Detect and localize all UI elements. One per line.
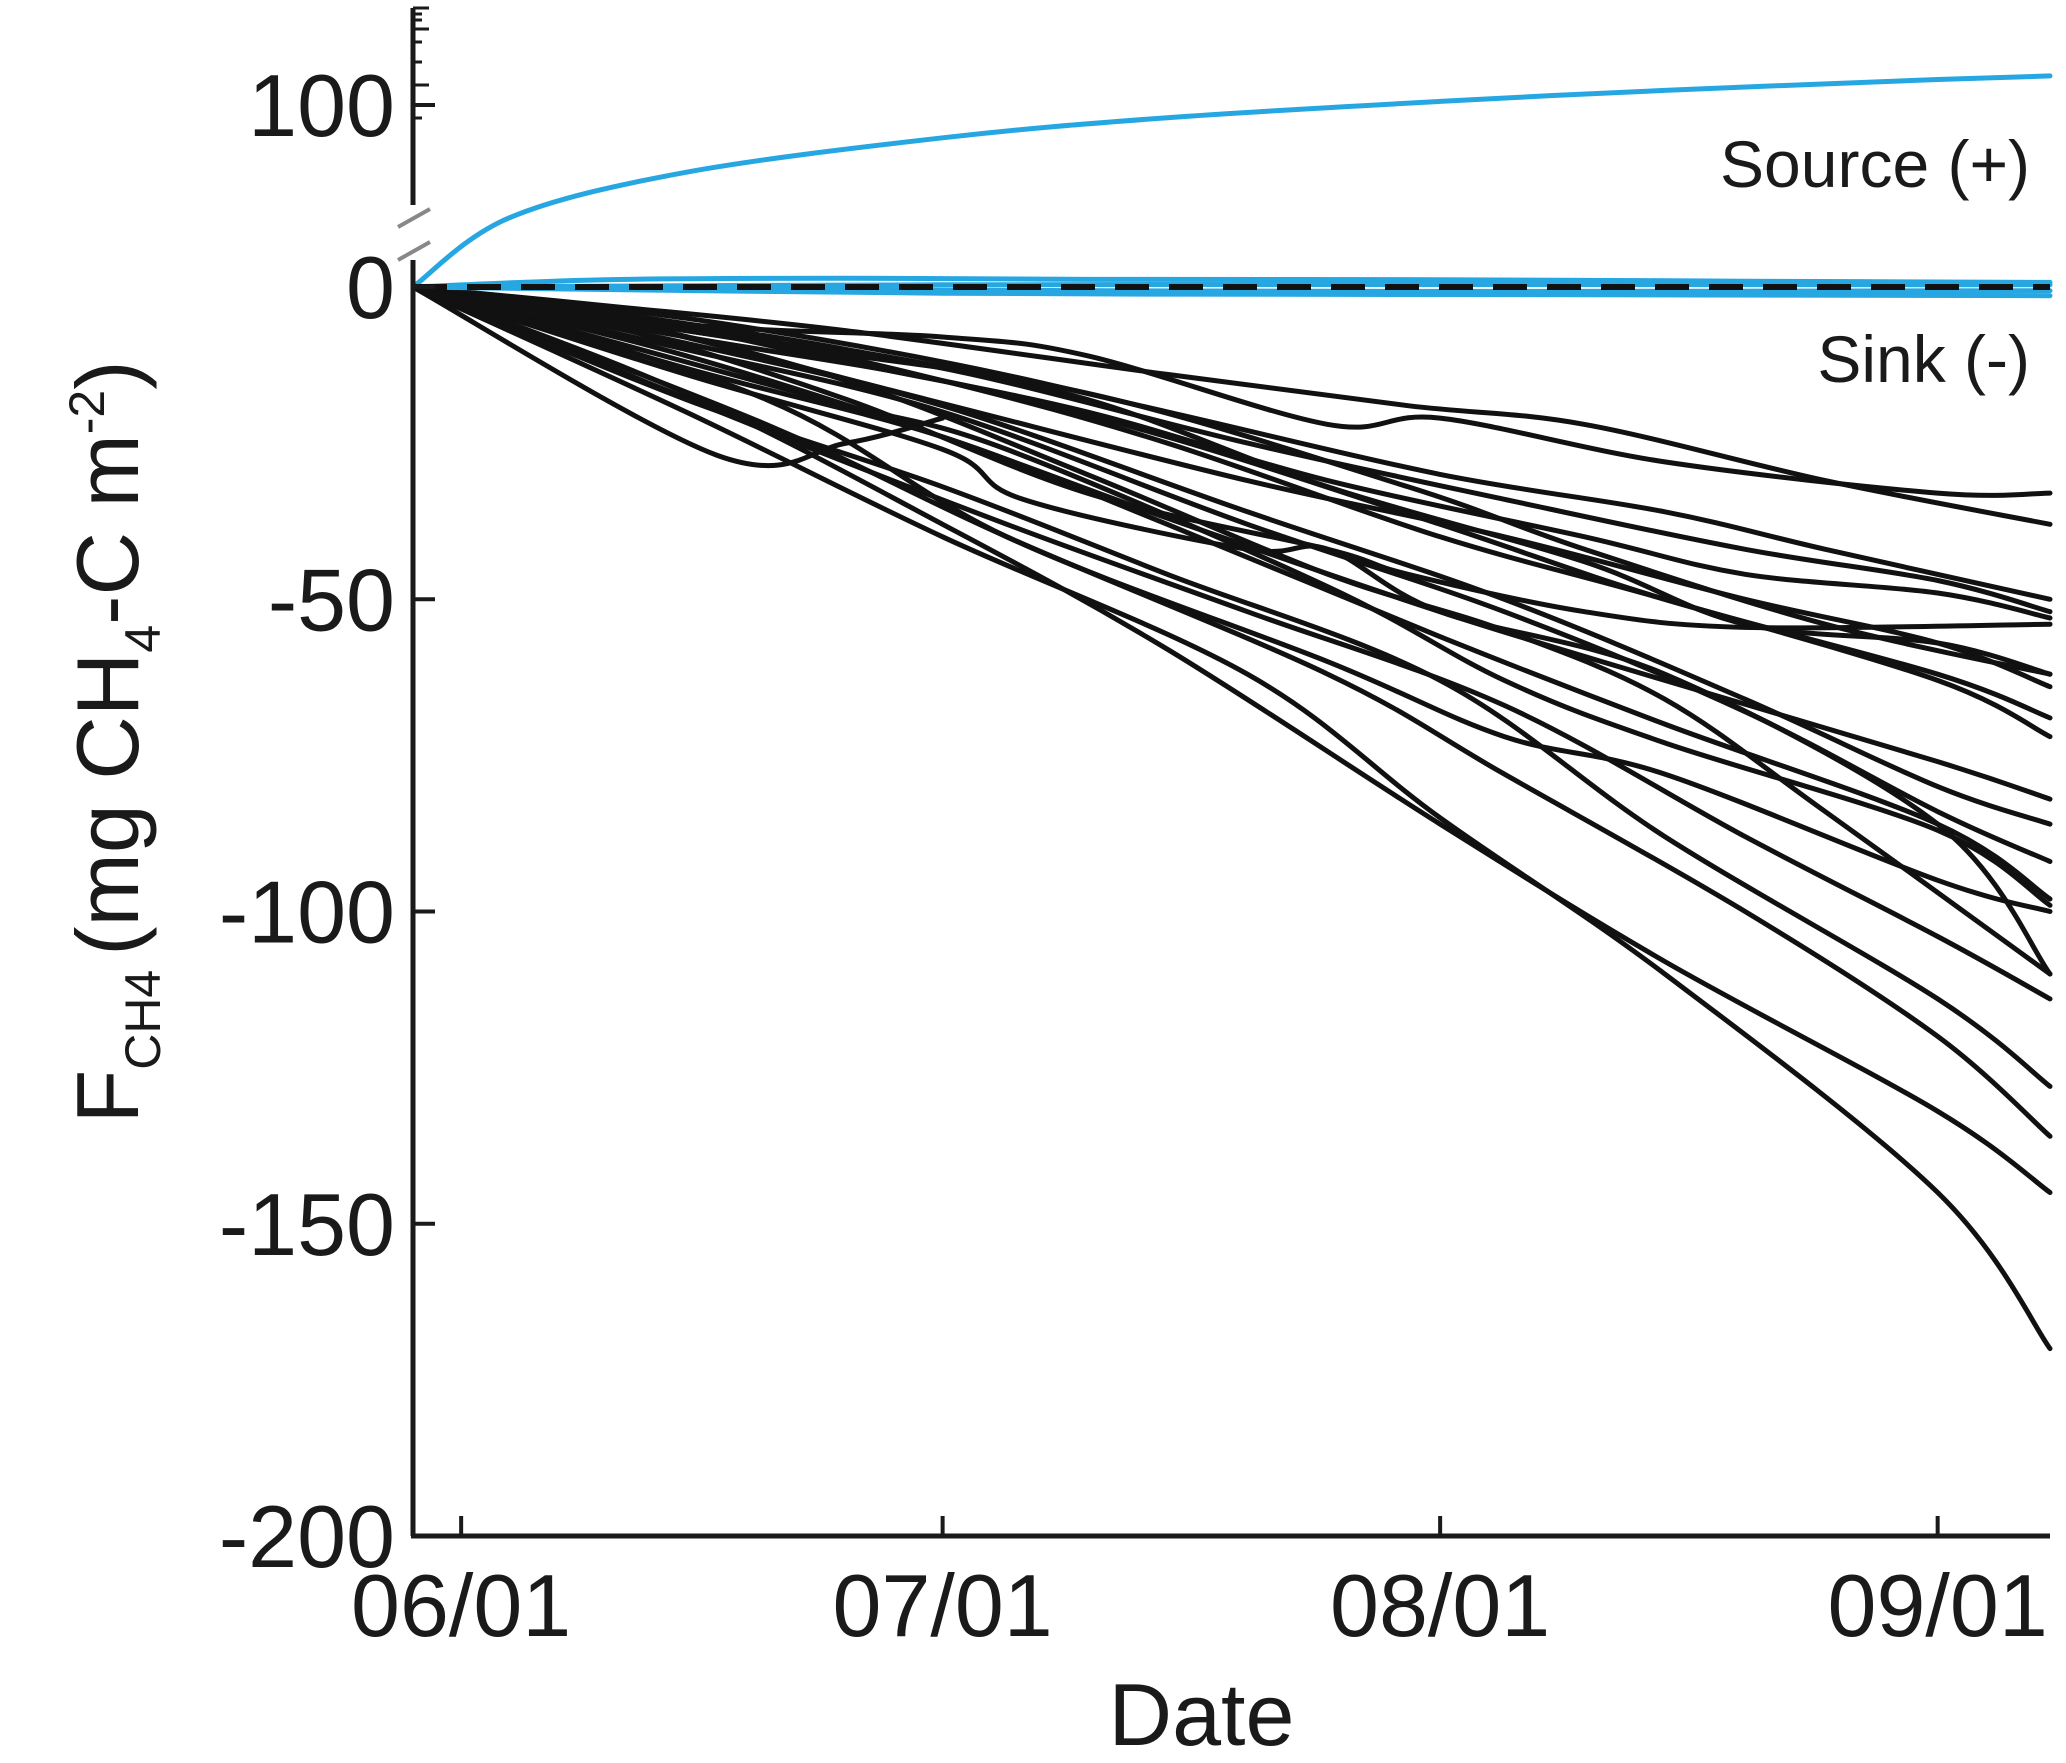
series-line-sink-18: [410, 284, 2053, 802]
series-line-sink-22: [410, 284, 2053, 1139]
series-line-source-0: [410, 73, 2053, 290]
y-axis-title: FCH4 (mg CH4-C m-2): [58, 360, 171, 1123]
x-tick-label: 07/01: [833, 1556, 1053, 1655]
y-tick-label: 100: [248, 56, 395, 155]
x-axis-title: Date: [1109, 1665, 1295, 1763]
x-tick-label: 09/01: [1828, 1556, 2048, 1655]
y-axis-title-paren-sub: 4: [115, 625, 171, 653]
y-tick-label: -50: [268, 550, 395, 649]
y-tick-label: -200: [219, 1487, 395, 1586]
series-line-sink-8: [410, 284, 2053, 908]
x-tick-label: 08/01: [1330, 1556, 1550, 1655]
series-line-sink-13: [410, 284, 2053, 527]
series-line-sink-24: [410, 284, 2053, 1352]
series-line-sink-23: [410, 284, 2053, 1195]
series-line-source-1: [410, 275, 2053, 290]
series-line-sink-19: [410, 284, 2053, 902]
y-axis-title-paren-close: ): [58, 360, 157, 389]
series-line-sink-20: [410, 284, 2053, 1002]
annotation-sink: Sink (-): [1817, 322, 2030, 396]
series-line-sink-28: [410, 284, 2053, 827]
y-axis-title-sup: -2: [59, 390, 115, 434]
y-tick-label: -100: [219, 863, 395, 962]
series-line-sink-14: [410, 284, 2053, 602]
annotation-source: Source (+): [1720, 127, 2030, 201]
series-line-sink-21: [410, 284, 2053, 1089]
y-tick-label: -150: [219, 1175, 395, 1274]
y-axis-title-main: F: [58, 1070, 157, 1124]
x-tick-label: 06/01: [351, 1556, 571, 1655]
series-line-sink-27: [410, 284, 2053, 677]
series-line-sink-25: [410, 284, 2053, 721]
series-line-sink-15: [410, 284, 2053, 621]
y-axis-title-main-sub: CH4: [115, 970, 171, 1070]
series-line-sink-29: [410, 284, 2053, 864]
y-tick-label: 0: [346, 238, 395, 337]
y-axis-title-mid: -C m: [58, 434, 157, 625]
series-line-sink-9: [410, 284, 2053, 914]
series-layer: [410, 73, 2053, 1352]
axis-break-mark-lower: [397, 240, 431, 262]
axis-break-mark-upper: [397, 207, 431, 229]
series-line-sink-5: [410, 284, 946, 469]
y-axis-title-paren-open: (mg CH: [58, 653, 157, 956]
series-line-sink-17: [410, 284, 2053, 740]
series-line-sink-12: [410, 284, 2053, 498]
